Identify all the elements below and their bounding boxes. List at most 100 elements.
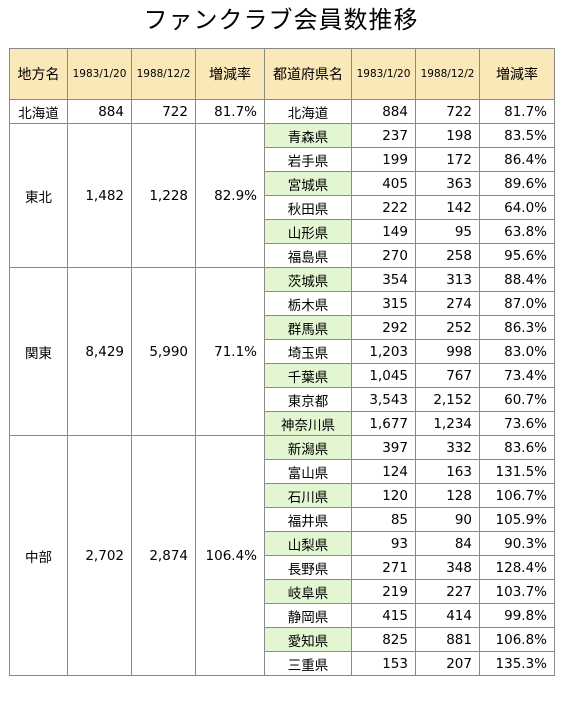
prefecture-rate-cell: 83.5% bbox=[479, 123, 555, 148]
prefecture-name-cell: 福島県 bbox=[264, 243, 352, 268]
table-row: 石川県 120 128 106.7% bbox=[10, 483, 555, 508]
prefecture-rate-cell: 60.7% bbox=[479, 387, 555, 412]
prefecture-count-1983-cell: 199 bbox=[351, 147, 416, 172]
prefecture-name-cell: 群馬県 bbox=[264, 315, 352, 340]
prefecture-count-1988-cell: 722 bbox=[415, 99, 480, 124]
prefecture-count-1983-cell: 120 bbox=[351, 483, 416, 508]
region-count-1988-cell: 5,990 bbox=[131, 267, 196, 436]
prefecture-rate-cell: 83.6% bbox=[479, 435, 555, 460]
prefecture-rate-cell: 73.4% bbox=[479, 363, 555, 388]
header-pref-rate: 増減率 bbox=[479, 48, 555, 100]
prefecture-count-1988-cell: 207 bbox=[415, 651, 480, 676]
header-region: 地方名 bbox=[9, 48, 68, 100]
prefecture-count-1983-cell: 270 bbox=[351, 243, 416, 268]
table-row: 山梨県 93 84 90.3% bbox=[10, 531, 555, 556]
prefecture-rate-cell: 83.0% bbox=[479, 339, 555, 364]
prefecture-count-1983-cell: 93 bbox=[351, 531, 416, 556]
header-prefecture: 都道府県名 bbox=[264, 48, 352, 100]
prefecture-rate-cell: 131.5% bbox=[479, 459, 555, 484]
prefecture-name-cell: 三重県 bbox=[264, 651, 352, 676]
prefecture-rate-cell: 106.8% bbox=[479, 627, 555, 652]
prefecture-name-cell: 東京都 bbox=[264, 387, 352, 412]
table-row: 中部 2,702 2,874 106.4% 新潟県 397 332 83.6% bbox=[9, 435, 555, 676]
table-row: 関東 8,429 5,990 71.1% 茨城県 354 313 88.4% bbox=[9, 267, 555, 436]
prefecture-name-cell: 北海道 bbox=[264, 99, 352, 124]
table-row: 東北 1,482 1,228 82.9% 青森県 237 198 83.5% bbox=[9, 123, 555, 268]
prefecture-name-cell: 神奈川県 bbox=[264, 411, 352, 436]
prefecture-count-1983-cell: 3,543 bbox=[351, 387, 416, 412]
prefecture-count-1983-cell: 405 bbox=[351, 171, 416, 196]
table-row: 岩手県 199 172 86.4% bbox=[10, 147, 555, 172]
region-count-1983-cell: 2,702 bbox=[67, 435, 132, 676]
prefecture-rate-cell: 95.6% bbox=[479, 243, 555, 268]
prefecture-name-cell: 石川県 bbox=[264, 483, 352, 508]
prefecture-count-1983-cell: 1,677 bbox=[351, 411, 416, 436]
table-row: 愛知県 825 881 106.8% bbox=[10, 627, 555, 652]
prefecture-rate-cell: 89.6% bbox=[479, 171, 555, 196]
region-name-cell: 関東 bbox=[9, 267, 68, 436]
prefecture-count-1988-cell: 95 bbox=[415, 219, 480, 244]
prefecture-count-1988-cell: 998 bbox=[415, 339, 480, 364]
prefecture-rate-cell: 81.7% bbox=[479, 99, 555, 124]
region-name-cell: 北海道 bbox=[9, 99, 68, 124]
prefecture-count-1988-cell: 274 bbox=[415, 291, 480, 316]
prefecture-count-1988-cell: 348 bbox=[415, 555, 480, 580]
prefecture-count-1988-cell: 1,234 bbox=[415, 411, 480, 436]
prefecture-count-1988-cell: 414 bbox=[415, 603, 480, 628]
prefecture-count-1983-cell: 85 bbox=[351, 507, 416, 532]
prefecture-count-1983-cell: 271 bbox=[351, 555, 416, 580]
prefecture-name-cell: 岩手県 bbox=[264, 147, 352, 172]
prefecture-count-1988-cell: 172 bbox=[415, 147, 480, 172]
table-row: 岐阜県 219 227 103.7% bbox=[10, 579, 555, 604]
region-count-1988-cell: 1,228 bbox=[131, 123, 196, 268]
prefecture-count-1983-cell: 1,045 bbox=[351, 363, 416, 388]
region-count-1983-cell: 8,429 bbox=[67, 267, 132, 436]
region-name-cell: 中部 bbox=[9, 435, 68, 676]
prefecture-name-cell: 栃木県 bbox=[264, 291, 352, 316]
region-count-1988-cell: 2,874 bbox=[131, 435, 196, 676]
page-title: ファンクラブ会員数推移 bbox=[143, 6, 419, 34]
prefecture-rate-cell: 105.9% bbox=[479, 507, 555, 532]
table-row: 福井県 85 90 105.9% bbox=[10, 507, 555, 532]
prefecture-count-1983-cell: 149 bbox=[351, 219, 416, 244]
prefecture-count-1988-cell: 332 bbox=[415, 435, 480, 460]
region-rate-cell: 82.9% bbox=[195, 123, 265, 268]
prefecture-count-1983-cell: 153 bbox=[351, 651, 416, 676]
prefecture-name-cell: 静岡県 bbox=[264, 603, 352, 628]
region-rate-cell: 106.4% bbox=[195, 435, 265, 676]
prefecture-count-1988-cell: 163 bbox=[415, 459, 480, 484]
header-rate: 増減率 bbox=[195, 48, 265, 100]
prefecture-name-cell: 山形県 bbox=[264, 219, 352, 244]
table-row: 山形県 149 95 63.8% bbox=[10, 219, 555, 244]
prefecture-name-cell: 岐阜県 bbox=[264, 579, 352, 604]
prefecture-name-cell: 新潟県 bbox=[264, 435, 352, 460]
prefecture-count-1983-cell: 237 bbox=[351, 123, 416, 148]
prefecture-name-cell: 長野県 bbox=[264, 555, 352, 580]
prefecture-rate-cell: 63.8% bbox=[479, 219, 555, 244]
prefecture-count-1988-cell: 881 bbox=[415, 627, 480, 652]
prefecture-count-1988-cell: 252 bbox=[415, 315, 480, 340]
table-row: 宮城県 405 363 89.6% bbox=[10, 171, 555, 196]
prefecture-rate-cell: 64.0% bbox=[479, 195, 555, 220]
prefecture-count-1983-cell: 124 bbox=[351, 459, 416, 484]
header-date-2: 1988/12/2 bbox=[131, 48, 196, 100]
prefecture-rate-cell: 86.3% bbox=[479, 315, 555, 340]
table-row: 北海道 884 722 81.7% 北海道 884 722 81.7% bbox=[9, 99, 555, 124]
prefecture-name-cell: 愛知県 bbox=[264, 627, 352, 652]
prefecture-rate-cell: 86.4% bbox=[479, 147, 555, 172]
prefecture-rate-cell: 90.3% bbox=[479, 531, 555, 556]
prefecture-name-cell: 茨城県 bbox=[264, 267, 352, 292]
prefecture-count-1983-cell: 1,203 bbox=[351, 339, 416, 364]
prefecture-name-cell: 山梨県 bbox=[264, 531, 352, 556]
prefecture-count-1983-cell: 415 bbox=[351, 603, 416, 628]
region-name-cell: 東北 bbox=[9, 123, 68, 268]
prefecture-name-cell: 青森県 bbox=[264, 123, 352, 148]
prefecture-name-cell: 福井県 bbox=[264, 507, 352, 532]
prefecture-count-1988-cell: 258 bbox=[415, 243, 480, 268]
prefecture-count-1988-cell: 128 bbox=[415, 483, 480, 508]
prefecture-count-1983-cell: 219 bbox=[351, 579, 416, 604]
prefecture-count-1988-cell: 198 bbox=[415, 123, 480, 148]
table-row: 福島県 270 258 95.6% bbox=[10, 243, 555, 268]
region-count-1983-cell: 1,482 bbox=[67, 123, 132, 268]
region-rate-cell: 81.7% bbox=[195, 99, 265, 124]
